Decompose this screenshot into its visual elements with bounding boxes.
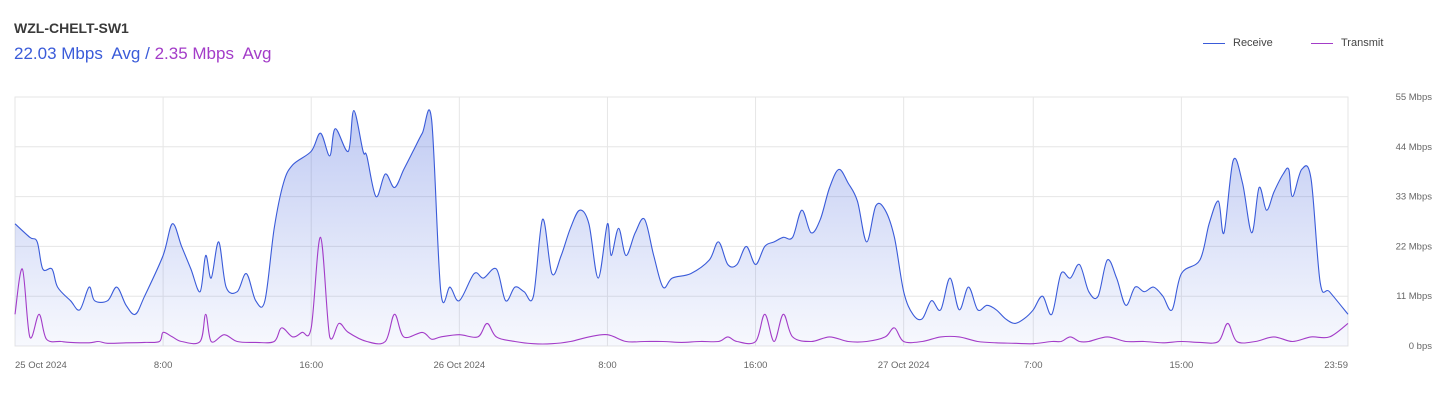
receive-average-value: 22.03 Mbps — [14, 44, 103, 63]
receive-area-fill — [15, 109, 1348, 346]
x-tick-label: 8:00 — [598, 360, 617, 371]
transmit-series-line[interactable] — [14, 236, 1349, 345]
legend-item-receive[interactable]: Receive — [1203, 37, 1273, 49]
y-tick-label: 55 Mbps — [1396, 92, 1433, 103]
x-tick-label: 8:00 — [154, 360, 173, 371]
device-title: WZL-CHELT-SW1 — [14, 20, 129, 36]
chart-plot-area — [14, 109, 1349, 346]
average-summary: 22.03 Mbps Avg / 2.35 Mbps Avg — [14, 44, 271, 64]
legend-item-transmit[interactable]: Transmit — [1311, 37, 1383, 49]
y-tick-label: 22 Mbps — [1396, 241, 1433, 252]
transmit-legend-label: Transmit — [1341, 37, 1384, 49]
receive-average-label: Avg — [111, 44, 141, 63]
x-tick-label: 7:00 — [1024, 360, 1043, 371]
transmit-legend-swatch — [1311, 42, 1333, 44]
receive-legend-label: Receive — [1233, 37, 1273, 49]
x-tick-label: 16:00 — [744, 360, 768, 371]
y-axis: 0 bps 11 Mbps 22 Mbps 33 Mbps 44 Mbps 55 Mbps — [1396, 92, 1433, 352]
x-tick-label: 25 Oct 2024 — [15, 360, 67, 371]
receive-legend-swatch — [1203, 42, 1225, 44]
y-tick-label: 33 Mbps — [1396, 192, 1433, 203]
receive-series-line[interactable] — [14, 109, 1349, 324]
transmit-average-label: Avg — [242, 44, 272, 63]
x-tick-label: 27 Oct 2024 — [878, 360, 930, 371]
x-tick-label: 23:59 — [1324, 360, 1348, 371]
x-tick-label: 15:00 — [1169, 360, 1193, 371]
y-tick-label: 0 bps — [1409, 341, 1432, 352]
x-tick-label: 16:00 — [299, 360, 323, 371]
average-separator: / — [145, 44, 150, 63]
x-axis: 25 Oct 2024 8:00 16:00 26 Oct 2024 8:00 16:00… — [15, 360, 1348, 371]
transmit-average-value: 2.35 Mbps — [154, 44, 234, 63]
y-tick-label: 44 Mbps — [1396, 142, 1433, 153]
y-tick-label: 11 Mbps — [1396, 291, 1432, 302]
x-tick-label: 26 Oct 2024 — [433, 360, 485, 371]
